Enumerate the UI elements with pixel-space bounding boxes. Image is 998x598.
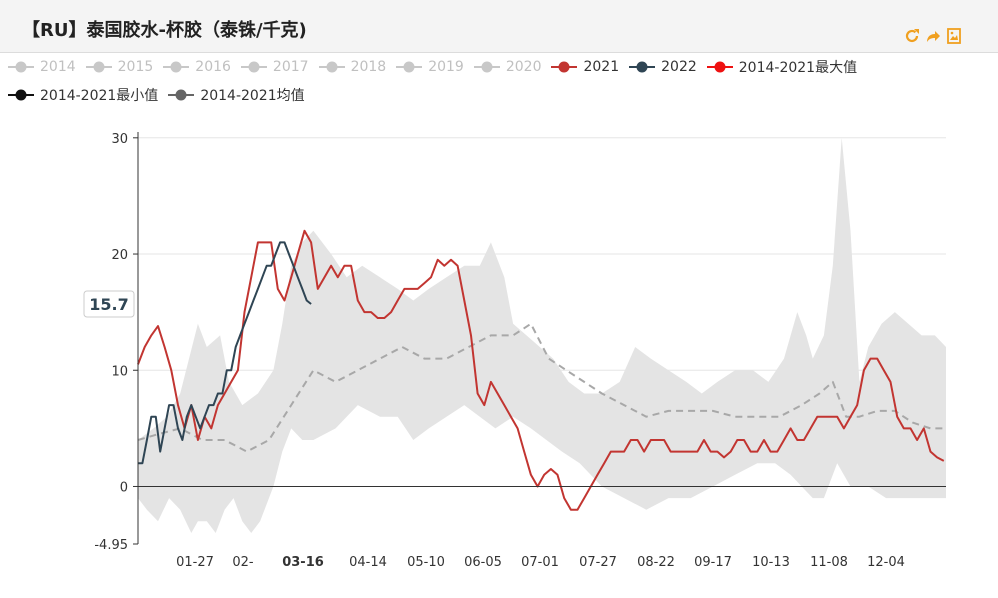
legend-item-0[interactable]: 2014 [8, 56, 76, 78]
legend-marker-icon [706, 61, 733, 73]
legend-label: 2022 [661, 59, 697, 75]
x-tick-label: 05-10 [407, 555, 445, 570]
legend-marker-icon [85, 61, 112, 73]
y-tick-label: 0 [120, 480, 128, 495]
legend-marker-icon [240, 61, 267, 73]
legend-label: 2020 [505, 59, 542, 75]
legend: 2014 2015 2016 2017 2018 2019 2020 2021 2022 2014… [8, 56, 993, 106]
tooltip: 15.7 [83, 290, 135, 318]
legend-item-3[interactable]: 2017 [240, 56, 309, 78]
legend-item-4[interactable]: 2018 [318, 56, 387, 78]
series-lines [137, 229, 946, 511]
toolbox [904, 28, 962, 44]
y-tick-label: 20 [111, 248, 128, 263]
legend-marker-icon [168, 89, 195, 101]
legend-item-5[interactable]: 2019 [396, 56, 464, 78]
legend-label: 2021 [583, 59, 620, 75]
legend-marker-icon [8, 89, 34, 101]
x-tick-label: 08-22 [637, 555, 675, 570]
legend-item-8[interactable]: 2022 [629, 56, 697, 78]
y-value-box [83, 290, 135, 318]
chart-header: 【RU】泰国胶水-杯胶（泰铢/千克) [0, 0, 998, 53]
x-tick-label: 06-05 [464, 555, 502, 570]
y-tick-label: -4.95 [94, 538, 128, 553]
axis-labels: 30 20 10 0 -4.95 01-27 02- 03-16 04-14 05-10 06-05… [94, 132, 905, 570]
legend-item-10[interactable]: 2014-2021最小值 [8, 84, 158, 106]
legend-marker-icon [318, 61, 345, 73]
x-tick-label: 12-04 [867, 555, 905, 570]
share-arrow-icon[interactable] [925, 28, 941, 44]
legend-label: 2014-2021最小值 [40, 88, 159, 104]
legend-marker-icon [8, 61, 34, 73]
legend-item-7[interactable]: 2021 [551, 56, 619, 78]
series-line-2022 [138, 241, 312, 465]
legend-marker-icon [396, 61, 423, 73]
axes [133, 132, 946, 545]
legend-marker-icon [473, 61, 500, 73]
refresh-icon[interactable] [904, 28, 920, 44]
series-line-2021 [137, 229, 945, 511]
x-tick-label: 02- [232, 555, 254, 570]
legend-item-1[interactable]: 2015 [85, 56, 154, 78]
y-tick-label: 10 [111, 364, 128, 379]
legend-item-9[interactable]: 2014-2021最大值 [706, 56, 858, 78]
legend-label: 2014-2021最大值 [738, 60, 858, 76]
legend-item-11[interactable]: 2014-2021均值 [168, 84, 305, 106]
legend-marker-icon [629, 61, 656, 73]
x-tick-label: 07-01 [521, 555, 559, 570]
legend-marker-icon [551, 61, 578, 73]
x-tick-label: 09-17 [694, 555, 732, 570]
legend-label: 2019 [428, 59, 464, 75]
legend-label: 2018 [350, 59, 387, 75]
legend-label: 2015 [117, 59, 154, 75]
x-tick-label: 10-13 [752, 555, 790, 570]
save-image-icon[interactable] [946, 28, 962, 44]
x-tick-label: 04-14 [349, 555, 387, 570]
series-line-2014-2021均值 [137, 322, 946, 453]
x-tick-label: 07-27 [579, 555, 617, 570]
legend-marker-icon [163, 61, 190, 73]
range-band [138, 137, 946, 534]
legend-label: 2014 [40, 59, 76, 75]
x-tick-label: 01-27 [176, 555, 214, 570]
max-min-range-area [138, 137, 946, 534]
legend-item-6[interactable]: 2020 [473, 56, 542, 78]
x-tick-label: 03-16 [282, 555, 324, 570]
chart-title: 【RU】泰国胶水-杯胶（泰铢/千克) [22, 20, 307, 41]
legend-label: 2017 [272, 59, 309, 75]
y-tick-label: 30 [111, 132, 128, 147]
legend-item-2[interactable]: 2016 [163, 56, 231, 78]
y-value-label: 15.7 [89, 295, 128, 314]
legend-label: 2014-2021均值 [200, 88, 305, 104]
x-tick-label: 11-08 [810, 555, 848, 570]
legend-label: 2016 [195, 59, 231, 75]
